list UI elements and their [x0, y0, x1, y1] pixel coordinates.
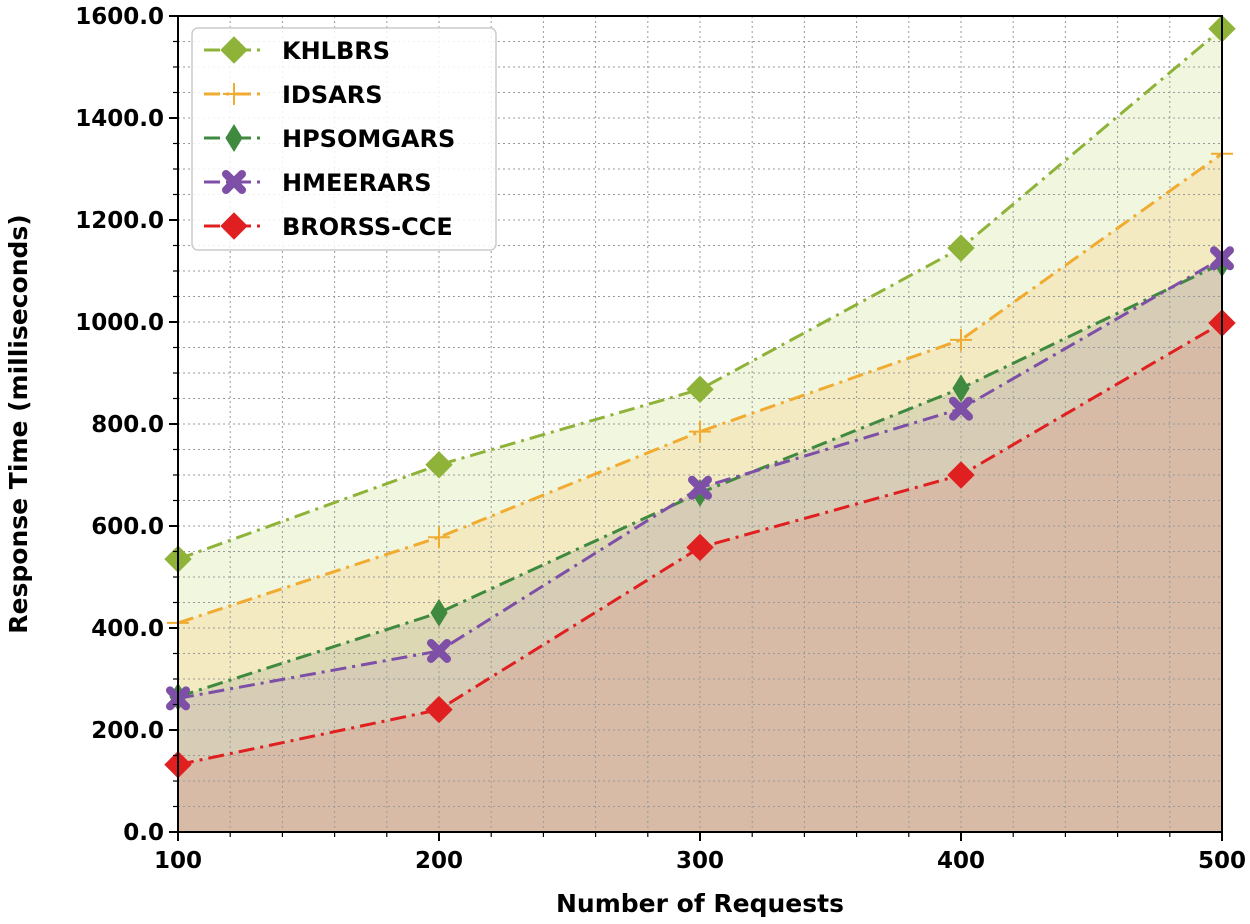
data-point [427, 638, 451, 663]
series-line-1 [177, 152, 1223, 625]
legend-label: HPSOMGARS [282, 125, 455, 153]
x-axis-title: Number of Requests [556, 889, 844, 918]
legend-marker [225, 124, 243, 152]
x-tick-label: 500 [1198, 848, 1246, 874]
legend-marker [222, 170, 246, 194]
data-point [947, 234, 975, 262]
y-tick-label: 1000.0 [75, 310, 164, 336]
y-tick-label: 1600.0 [75, 4, 164, 30]
data-point [947, 461, 975, 489]
data-point [686, 375, 714, 404]
y-axis-title: Response Time (milliseconds) [4, 214, 33, 633]
data-point [950, 328, 972, 351]
y-tick-label: 800.0 [91, 412, 164, 438]
legend-marker [223, 83, 245, 105]
x-tick-label: 400 [937, 848, 985, 874]
y-tick-label: 200.0 [91, 718, 164, 744]
y-tick-label: 1200.0 [75, 208, 164, 234]
y-tick-label: 0.0 [123, 820, 164, 846]
data-point [425, 451, 453, 479]
y-tick-label: 600.0 [91, 514, 164, 540]
tick-labels: 100 200 300 400 500 0.0 200.0 400.0 600.0 800.0 10… [75, 4, 1246, 874]
x-tick-label: 100 [154, 848, 202, 874]
data-point [949, 396, 973, 421]
y-tick-label: 400.0 [91, 616, 164, 642]
series-lines [164, 15, 1236, 779]
legend-label: BRORSS-CCE [282, 213, 453, 241]
legend-label: HMEERARS [282, 169, 432, 197]
plot-frame [177, 15, 1223, 833]
data-point [686, 533, 714, 562]
legend-label: IDSARS [282, 81, 382, 109]
x-tick-label: 200 [415, 848, 463, 874]
data-point [430, 598, 448, 627]
data-point [428, 526, 450, 549]
data-point [688, 475, 712, 500]
legend-marker [220, 212, 248, 240]
y-tick-label: 1400.0 [75, 106, 164, 132]
legend-label: KHLBRS [282, 37, 390, 65]
legend-box [191, 27, 497, 251]
x-tick-label: 300 [676, 848, 724, 874]
legend: KHLBRS IDSARS HPSOMGARS HMEERARS BRORSS-CCE [191, 27, 497, 251]
data-point [952, 374, 970, 403]
legend-marker [220, 36, 248, 64]
data-point [425, 695, 453, 724]
data-point [689, 420, 711, 443]
series-line-4 [177, 321, 1223, 767]
